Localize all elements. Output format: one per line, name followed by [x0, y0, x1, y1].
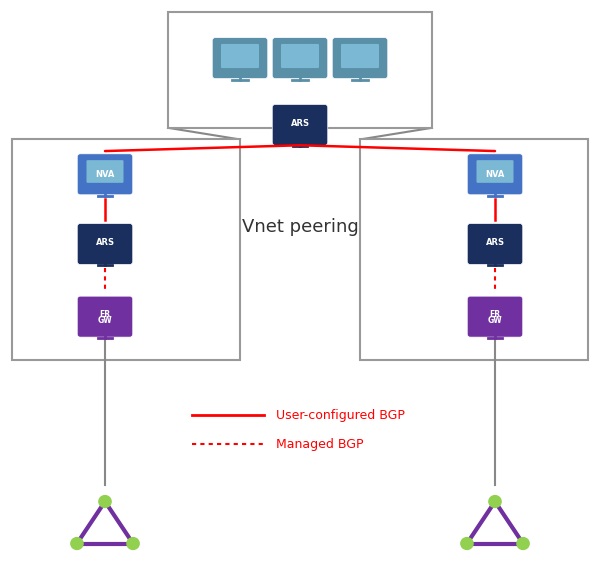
FancyBboxPatch shape — [332, 38, 388, 78]
FancyBboxPatch shape — [272, 38, 328, 78]
Text: Vnet peering: Vnet peering — [242, 218, 358, 235]
Text: ER: ER — [490, 310, 500, 318]
FancyBboxPatch shape — [272, 105, 328, 145]
Text: User-configured BGP: User-configured BGP — [276, 409, 405, 422]
FancyBboxPatch shape — [77, 224, 133, 264]
Bar — [168, 12, 432, 128]
FancyBboxPatch shape — [77, 154, 133, 195]
Text: ARS: ARS — [485, 238, 505, 247]
Text: ARS: ARS — [95, 238, 115, 247]
Text: GW: GW — [488, 316, 502, 325]
Circle shape — [517, 537, 529, 550]
FancyBboxPatch shape — [341, 44, 379, 68]
Text: GW: GW — [98, 316, 112, 325]
Circle shape — [127, 537, 139, 550]
FancyBboxPatch shape — [281, 44, 319, 68]
FancyBboxPatch shape — [476, 160, 514, 183]
Text: ER: ER — [100, 310, 110, 318]
Text: Managed BGP: Managed BGP — [276, 438, 364, 451]
FancyBboxPatch shape — [467, 224, 523, 264]
FancyBboxPatch shape — [221, 44, 259, 68]
Circle shape — [489, 496, 501, 507]
FancyBboxPatch shape — [86, 160, 124, 183]
FancyBboxPatch shape — [467, 154, 523, 195]
Bar — [360, 139, 588, 360]
Bar — [12, 139, 240, 360]
Text: NVA: NVA — [95, 170, 115, 180]
Circle shape — [99, 496, 111, 507]
FancyBboxPatch shape — [212, 38, 268, 78]
Text: ARS: ARS — [290, 119, 310, 128]
Circle shape — [71, 537, 83, 550]
Text: NVA: NVA — [485, 170, 505, 180]
FancyBboxPatch shape — [467, 296, 523, 337]
FancyBboxPatch shape — [77, 296, 133, 337]
Circle shape — [461, 537, 473, 550]
